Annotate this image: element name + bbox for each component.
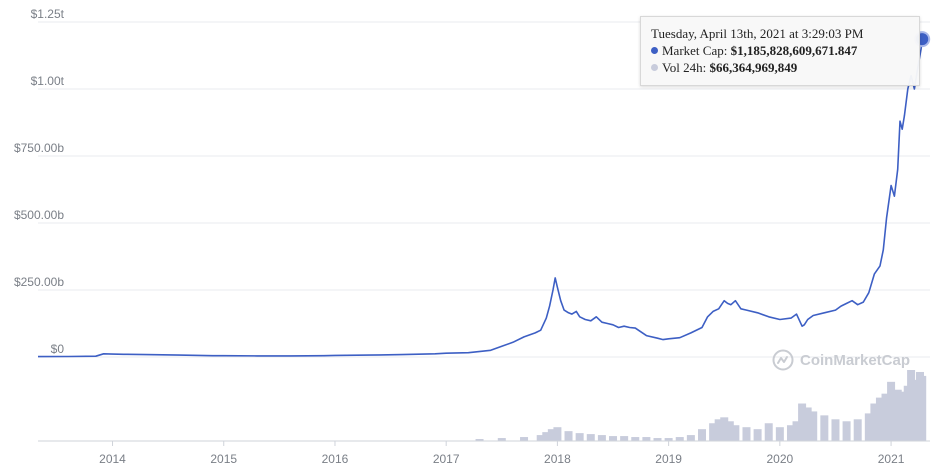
y-axis-labels: $1.25t $1.00t $750.00b $500.00b $250.00b $0 [14, 7, 65, 356]
volume-bar [497, 438, 506, 441]
volume-bar [609, 436, 618, 441]
volume-bar [803, 407, 812, 441]
volume-bar [664, 438, 673, 441]
volume-bar [520, 437, 529, 441]
volume-bar [881, 393, 890, 441]
volume-bar [864, 413, 873, 441]
volume-bar [542, 432, 551, 441]
volume-dot-icon [651, 64, 658, 71]
y-tick-label: $250.00b [14, 275, 64, 289]
volume-bar [597, 435, 606, 441]
volume-bar [631, 437, 640, 441]
volume-bar [720, 417, 729, 441]
volume-bar [742, 427, 751, 441]
volume-bar [697, 429, 706, 441]
volume-bar [753, 429, 762, 441]
volume-bar [653, 438, 662, 441]
tooltip-volume-value: $66,364,969,849 [709, 60, 798, 75]
volume-bar [775, 427, 784, 441]
x-tick-label: 2017 [433, 452, 460, 466]
x-tick-label: 2021 [878, 452, 905, 466]
tooltip-date: Tuesday, April 13th, 2021 at 3:29:03 PM [651, 26, 864, 41]
tooltip-volume-label: Vol 24h: [662, 60, 707, 75]
volume-bar [842, 421, 851, 441]
x-tick-label: 2015 [210, 452, 237, 466]
y-tick-label: $500.00b [14, 208, 64, 222]
volume-bar [798, 403, 807, 441]
volume-bar [564, 431, 573, 441]
volume-bar [714, 419, 723, 441]
x-tick-label: 2014 [99, 452, 126, 466]
y-tick-label: $0 [51, 342, 65, 356]
coinmarketcap-logo-icon [772, 349, 794, 371]
tooltip-market-cap-value: $1,185,828,609,671.847 [730, 43, 858, 58]
tooltip-market-cap-label: Market Cap: [662, 43, 728, 58]
volume-bar [620, 436, 629, 441]
volume-bar [575, 433, 584, 441]
hover-tooltip: Tuesday, April 13th, 2021 at 3:29:03 PM … [640, 16, 920, 86]
volume-bar [586, 434, 595, 441]
volume-bar [820, 415, 829, 441]
volume-bar [475, 439, 484, 441]
volume-bar [786, 425, 795, 441]
watermark-text: CoinMarketCap [800, 351, 911, 369]
market-cap-dot-icon [651, 47, 658, 54]
volume-bar [853, 419, 862, 441]
volume-bar [918, 375, 927, 441]
volume-bar [709, 423, 718, 441]
volume-bar [686, 435, 695, 441]
tooltip-volume-row: Vol 24h: $66,364,969,849 [651, 59, 909, 76]
volume-bar [725, 421, 734, 441]
x-tick-label: 2019 [655, 452, 682, 466]
volume-bar [792, 421, 801, 441]
volume-bar [831, 419, 840, 441]
volume-bar [870, 403, 879, 441]
volume-bar [764, 423, 773, 441]
volume-bar [553, 427, 562, 441]
volume-bars [475, 370, 927, 441]
x-tick-label: 2020 [766, 452, 793, 466]
x-axis-labels: 2014 2015 2016 2017 2018 2019 2020 2021 [99, 441, 905, 466]
volume-bar [536, 435, 545, 441]
volume-bar [875, 397, 884, 441]
volume-bar [731, 425, 740, 441]
coinmarketcap-watermark: CoinMarketCap [772, 348, 910, 372]
y-tick-label: $1.25t [31, 7, 65, 21]
x-tick-label: 2018 [544, 452, 571, 466]
y-tick-label: $1.00t [31, 74, 65, 88]
volume-bar [809, 411, 818, 441]
tooltip-market-cap-row: Market Cap: $1,185,828,609,671.847 [651, 42, 909, 59]
market-cap-line [37, 39, 923, 358]
volume-bar [547, 429, 556, 441]
volume-bar [642, 437, 651, 441]
y-tick-label: $750.00b [14, 141, 64, 155]
x-tick-label: 2016 [322, 452, 349, 466]
volume-bar [675, 437, 684, 441]
